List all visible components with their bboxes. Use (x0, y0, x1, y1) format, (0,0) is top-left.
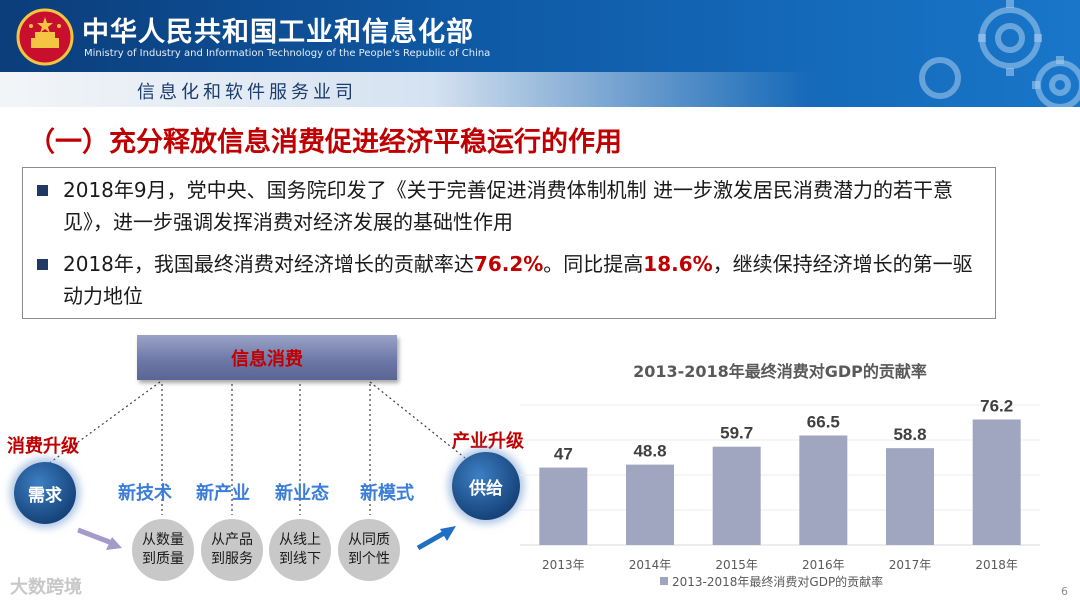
data-label: 58.8 (893, 425, 926, 444)
bullet-square-icon (37, 185, 48, 196)
page-number: 6 (1061, 585, 1068, 598)
left-arrow-icon (77, 527, 122, 550)
bullet-text: 2018年9月，党中央、国务院印发了《关于完善促进消费体制机制 进一步激发居民消… (63, 178, 953, 234)
transform-circle: 从产品 到服务 (199, 517, 265, 583)
data-label: 47 (554, 445, 573, 464)
demand-circle: 需求 (14, 462, 76, 524)
legend-label: 2013-2018年最终消费对GDP的贡献率 (672, 574, 883, 589)
bullet-box: 2018年9月，党中央、国务院印发了《关于完善促进消费体制机制 进一步激发居民消… (22, 167, 996, 319)
category-new-industry: 新产业 (196, 483, 250, 504)
supply-circle: 供给 (452, 452, 520, 520)
bullet-text-part: 2018年，我国最终消费对经济增长的贡献率达 (63, 252, 474, 276)
legend-swatch (660, 577, 668, 585)
national-emblem-icon (16, 8, 74, 66)
transform-circle: 从线上 到线下 (267, 517, 333, 583)
category-new-format: 新业态 (275, 483, 329, 504)
x-tick-label: 2016年 (802, 558, 845, 572)
bar (972, 419, 1021, 545)
category-new-model: 新模式 (360, 483, 414, 504)
data-label: 48.8 (633, 442, 666, 461)
bullet-item: 2018年，我国最终消费对经济增长的贡献率达76.2%。同比提高18.6%，继续… (37, 248, 987, 312)
consumption-upgrade-label: 消费升级 (7, 436, 79, 457)
ministry-name-cn: 中华人民共和国工业和信息化部 (82, 17, 474, 48)
x-tick-label: 2013年 (542, 558, 585, 572)
highlight-contribution-rate: 76.2% (473, 252, 544, 276)
transform-line: 从同质 (348, 532, 390, 548)
x-tick-label: 2014年 (629, 558, 672, 572)
transform-line: 到质量 (142, 551, 184, 567)
header-banner: 中华人民共和国工业和信息化部 Ministry of Industry and … (0, 0, 1080, 107)
transform-line: 从数量 (142, 532, 184, 548)
bar (539, 467, 588, 545)
data-label: 76.2 (980, 396, 1013, 415)
ministry-name-en: Ministry of Industry and Information Tec… (84, 48, 491, 59)
right-arrow-icon (416, 526, 456, 551)
bar (886, 448, 934, 545)
watermark-logo: 大数跨境 (10, 577, 82, 598)
transform-circle: 从同质 到个性 (336, 517, 402, 583)
highlight-yoy-increase: 18.6% (643, 252, 713, 276)
bullet-item: 2018年9月，党中央、国务院印发了《关于完善促进消费体制机制 进一步激发居民消… (37, 174, 987, 238)
bullet-text-part: 。同比提高 (543, 252, 644, 276)
department-name: 信息化和软件服务业司 (137, 82, 357, 103)
chart-title: 2013-2018年最终消费对GDP的贡献率 (633, 362, 927, 381)
bar (626, 464, 674, 545)
bar (712, 446, 761, 545)
x-tick-label: 2018年 (975, 558, 1018, 572)
category-new-tech: 新技术 (118, 483, 172, 504)
transform-line: 到线下 (279, 551, 321, 567)
section-title: （一）充分释放信息消费促进经济平稳运行的作用 (28, 127, 622, 158)
transform-circle: 从数量 到质量 (130, 517, 196, 583)
transform-line: 到服务 (211, 551, 253, 567)
department-band (0, 72, 1080, 107)
transform-line: 到个性 (348, 551, 390, 567)
bullet-text-part: ，继续保持经济增长的第一驱动力地位 (63, 252, 973, 308)
bar-chart: 47 2013年 48.8 2014年 59.7 2015年 66.5 2016年 58.8 20… (520, 396, 1040, 589)
bar (799, 435, 848, 545)
x-tick-label: 2017年 (889, 558, 932, 572)
data-label: 66.5 (807, 412, 840, 431)
info-consumption-box: 信息消费 (137, 335, 397, 380)
transform-line: 从产品 (211, 532, 253, 548)
data-label: 59.7 (720, 424, 753, 443)
industry-upgrade-label: 产业升级 (452, 431, 524, 452)
bullet-text: 2018年，我国最终消费对经济增长的贡献率达76.2%。同比提高18.6%，继续… (37, 248, 987, 312)
diagram-connector-lines (39, 381, 481, 551)
bullet-square-icon (37, 259, 48, 270)
x-tick-label: 2015年 (715, 558, 758, 572)
transform-line: 从线上 (279, 532, 321, 548)
